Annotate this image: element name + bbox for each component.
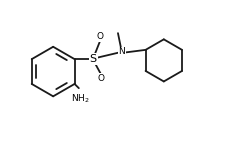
Text: NH$_2$: NH$_2$ xyxy=(71,93,89,105)
Text: N: N xyxy=(118,47,125,56)
Text: O: O xyxy=(97,32,104,41)
Text: S: S xyxy=(90,54,97,64)
Text: O: O xyxy=(98,74,104,83)
